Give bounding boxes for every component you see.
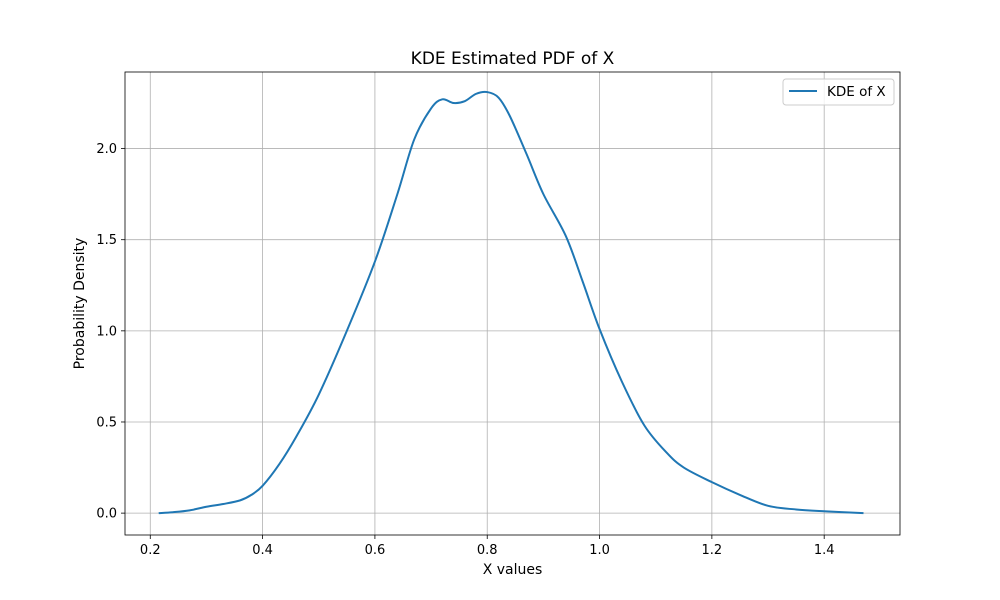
x-tick-label: 0.4 bbox=[252, 543, 273, 558]
y-tick-label: 2.0 bbox=[96, 142, 117, 157]
y-axis-label: Probability Density bbox=[72, 238, 88, 370]
x-tick-label: 0.2 bbox=[140, 543, 161, 558]
y-tick-label: 0.5 bbox=[96, 415, 117, 430]
legend-label: KDE of X bbox=[827, 84, 886, 100]
legend-box bbox=[782, 78, 895, 106]
axis-ticks: 0.2 0.4 0.6 0.8 1.0 1.2 1.4 0.0 0.5 1.0 1.5 2.0 bbox=[96, 142, 834, 558]
y-tick-label: 1.5 bbox=[96, 233, 117, 248]
x-tick-label: 1.4 bbox=[814, 543, 835, 558]
series-layer bbox=[158, 90, 864, 515]
y-tick-label: 0.0 bbox=[96, 507, 117, 522]
plot-frame bbox=[124, 71, 901, 536]
x-tick-label: 0.6 bbox=[365, 543, 386, 558]
kde-series-line bbox=[158, 90, 864, 515]
x-tick-label: 0.8 bbox=[477, 543, 498, 558]
chart-title: KDE Estimated PDF of X bbox=[411, 49, 615, 69]
legend: KDE of X bbox=[782, 78, 895, 106]
y-tick-label: 1.0 bbox=[96, 324, 117, 339]
x-tick-label: 1.2 bbox=[702, 543, 723, 558]
x-tick-label: 1.0 bbox=[589, 543, 610, 558]
grid-lines bbox=[125, 72, 900, 535]
x-axis-label: X values bbox=[483, 562, 543, 578]
